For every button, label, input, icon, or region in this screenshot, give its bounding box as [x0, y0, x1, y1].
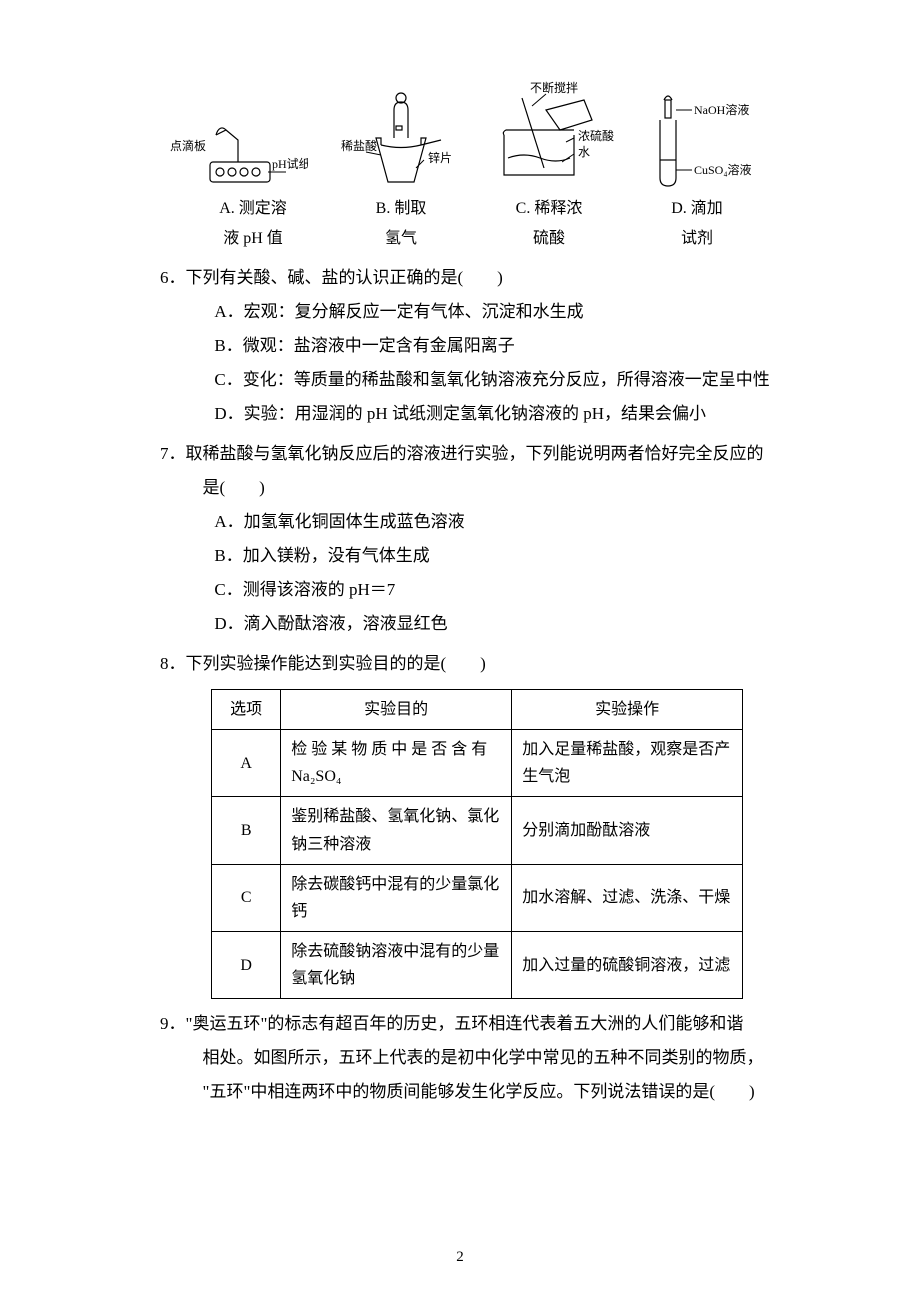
q8-row-d: D 除去硫酸钠溶液中混有的少量氢氧化钠 加入过量的硫酸铜溶液，过滤: [212, 932, 743, 999]
q9-line1: 9．"奥运五环"的标志有超百年的历史，五环相连代表着五大洲的人们能够和谐: [160, 1007, 790, 1041]
figure-d-bottom-label: CuSO₄溶液: [694, 162, 752, 177]
q8-d-op: 加入过量的硫酸铜溶液，过滤: [512, 932, 743, 999]
figure-a-caption1: A. 测定溶: [188, 194, 318, 224]
q8-row-b: B 鉴别稀盐酸、氢氧化钠、氯化钠三种溶液 分别滴加酚酞溶液: [212, 797, 743, 864]
q9-line3: "五环"中相连两环中的物质间能够发生化学反应。下列说法错误的是( ): [160, 1075, 790, 1109]
q8-c-op: 加水溶解、过滤、洗涤、干燥: [512, 864, 743, 931]
q7-stem-line2: 是( ): [160, 471, 790, 505]
figure-c-label2: 水: [578, 145, 590, 159]
q6-opt-c: C．变化：等质量的稀盐酸和氢氧化钠溶液充分反应，所得溶液一定呈中性: [214, 363, 790, 397]
figure-b-caption2: 氢气: [336, 224, 466, 254]
q8-d-purpose: 除去硫酸钠溶液中混有的少量氢氧化钠: [281, 932, 512, 999]
figure-b: 稀盐酸 锌片: [326, 100, 456, 190]
figure-c-image: 不断搅拌 浓硫酸 水: [474, 100, 614, 190]
figure-b-left-label: 稀盐酸: [341, 138, 377, 153]
figure-d-image: NaOH溶液 CuSO₄溶液: [632, 100, 782, 190]
figure-b-caption1: B. 制取: [336, 194, 466, 224]
q8-row-c: C 除去碳酸钙中混有的少量氯化钙 加水溶解、过滤、洗涤、干燥: [212, 864, 743, 931]
q8-th-sel: 选项: [212, 689, 281, 729]
q9-line2: 相处。如图所示，五环上代表的是初中化学中常见的五种不同类别的物质，: [160, 1041, 790, 1075]
figure-d: NaOH溶液 CuSO₄溶液: [632, 100, 782, 190]
figure-c-caption1: C. 稀释浓: [484, 194, 614, 224]
figure-a: 点滴板 pH试纸: [168, 100, 308, 190]
q6-opt-b: B．微观：盐溶液中一定含有金属阳离子: [214, 329, 790, 363]
q6-opt-d: D．实验：用湿润的 pH 试纸测定氢氧化钠溶液的 pH，结果会偏小: [214, 397, 790, 431]
q7-stem-line1: 7．取稀盐酸与氢氧化钠反应后的溶液进行实验，下列能说明两者恰好完全反应的: [160, 437, 790, 471]
q8-table: 选项 实验目的 实验操作 A 检 验 某 物 质 中 是 否 含 有 Na₂SO…: [211, 689, 743, 1000]
q8-a-op: 加入足量稀盐酸，观察是否产生气泡: [512, 729, 743, 796]
q8-b-sel: B: [212, 797, 281, 864]
figure-captions: A. 测定溶 B. 制取 C. 稀释浓 D. 滴加: [160, 194, 790, 224]
question-8: 8．下列实验操作能达到实验目的的是( ) 选项 实验目的 实验操作 A 检 验 …: [160, 647, 790, 1000]
q8-stem: 8．下列实验操作能达到实验目的的是( ): [160, 647, 790, 681]
q8-c-sel: C: [212, 864, 281, 931]
figure-a-left-label: 点滴板: [170, 138, 206, 153]
figure-c-caption2: 硫酸: [484, 224, 614, 254]
figure-row: 点滴板 pH试纸: [160, 100, 790, 190]
q7-opt-a: A．加氢氧化铜固体生成蓝色溶液: [214, 505, 790, 539]
page: 点滴板 pH试纸: [0, 0, 920, 1302]
page-number: 2: [0, 1242, 920, 1272]
question-6: 6．下列有关酸、碱、盐的认识正确的是( ) A．宏观：复分解反应一定有气体、沉淀…: [160, 261, 790, 431]
figure-b-right-label: 锌片: [428, 151, 452, 165]
figure-b-image: 稀盐酸 锌片: [326, 100, 456, 190]
question-9: 9．"奥运五环"的标志有超百年的历史，五环相连代表着五大洲的人们能够和谐 相处。…: [160, 1007, 790, 1109]
q7-opt-d: D．滴入酚酞溶液，溶液显红色: [214, 607, 790, 641]
figure-d-caption2: 试剂: [632, 224, 762, 254]
q8-c-purpose: 除去碳酸钙中混有的少量氯化钙: [281, 864, 512, 931]
q7-opt-c: C．测得该溶液的 pH＝7: [214, 573, 790, 607]
figure-d-caption1: D. 滴加: [632, 194, 762, 224]
figure-c-label1: 浓硫酸: [578, 128, 614, 143]
q8-row-a: A 检 验 某 物 质 中 是 否 含 有 Na₂SO₄ 加入足量稀盐酸，观察是…: [212, 729, 743, 796]
q8-a-purpose: 检 验 某 物 质 中 是 否 含 有 Na₂SO₄: [281, 729, 512, 796]
q8-a-sel: A: [212, 729, 281, 796]
figure-c: 不断搅拌 浓硫酸 水: [474, 100, 614, 190]
q6-stem: 6．下列有关酸、碱、盐的认识正确的是( ): [160, 261, 790, 295]
q8-b-op: 分别滴加酚酞溶液: [512, 797, 743, 864]
q8-d-sel: D: [212, 932, 281, 999]
figure-captions2: 液 pH 值 氢气 硫酸 试剂: [160, 224, 790, 254]
figure-c-stir-label: 不断搅拌: [530, 80, 578, 95]
q8-th-purpose: 实验目的: [281, 689, 512, 729]
question-7: 7．取稀盐酸与氢氧化钠反应后的溶液进行实验，下列能说明两者恰好完全反应的 是( …: [160, 437, 790, 641]
q8-th-op: 实验操作: [512, 689, 743, 729]
q8-b-purpose: 鉴别稀盐酸、氢氧化钠、氯化钠三种溶液: [281, 797, 512, 864]
q7-opt-b: B．加入镁粉，没有气体生成: [214, 539, 790, 573]
figure-a-right-label: pH试纸: [272, 156, 308, 171]
figure-a-image: 点滴板 pH试纸: [168, 100, 308, 190]
figure-d-top-label: NaOH溶液: [694, 102, 749, 117]
figure-a-caption2: 液 pH 值: [188, 224, 318, 254]
q6-opt-a: A．宏观：复分解反应一定有气体、沉淀和水生成: [214, 295, 790, 329]
